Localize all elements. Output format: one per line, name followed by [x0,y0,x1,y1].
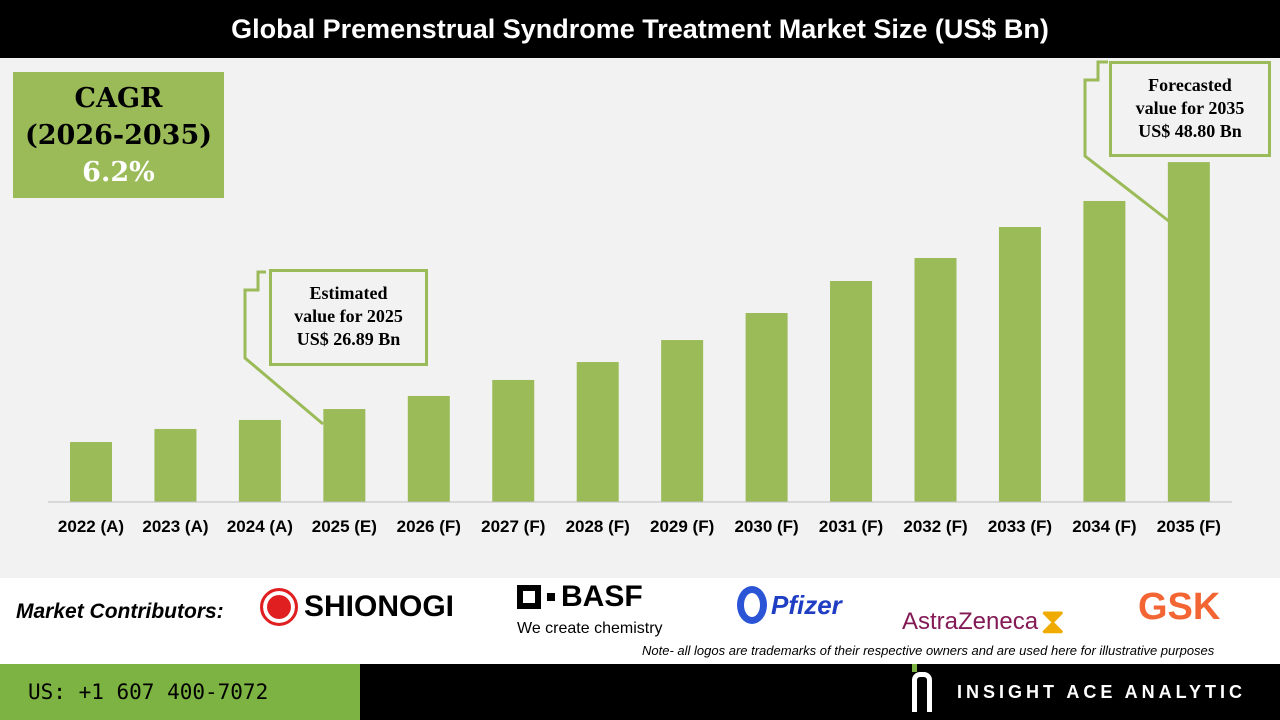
footer-brand-bar: INSIGHT ACE ANALYTIC [360,664,1280,720]
contributors-section: Market Contributors: SHIONOGI BASF We cr… [0,578,1280,664]
chart-title: Global Premenstrual Syndrome Treatment M… [0,0,1280,58]
astrazeneca-mark-icon: ⧗ [1040,600,1066,641]
x-tick-label: 2023 (A) [142,517,208,536]
estimated-callout-connector [243,270,324,426]
pfizer-logo: Pfizer [737,586,842,624]
bar-2027 (F) [492,379,535,502]
astrazeneca-logo: AstraZeneca ⧗ [902,600,1066,641]
callout-line: value for 2025 [294,306,403,326]
gsk-logo: GSK [1138,586,1221,628]
phone-number[interactable]: US: +1 607 400-7072 [0,664,360,720]
logo-accent-icon [912,664,917,672]
bar-2028 (F) [576,362,619,502]
cagr-box: CAGR (2026-2035) 6.2% [13,72,224,198]
bar-2030 (F) [745,313,788,502]
x-tick-label: 2028 (F) [566,517,630,536]
trademark-note: Note- all logos are trademarks of their … [642,643,1215,658]
forecasted-callout: Forecasted value for 2035 US$ 48.80 Bn [1109,61,1271,157]
x-tick-label: 2030 (F) [734,517,798,536]
forecasted-callout-connector [1083,60,1171,224]
x-tick-label: 2035 (F) [1157,517,1221,536]
callout-line: US$ 48.80 Bn [1138,121,1242,141]
x-tick-label: 2034 (F) [1072,517,1136,536]
bar-2026 (F) [407,395,450,502]
callout-line: Forecasted [1148,75,1232,95]
bar-2024 (A) [238,419,281,502]
callout-line: value for 2035 [1135,98,1245,118]
insight-ace-logo-icon [912,672,932,712]
bar-2032 (F) [914,258,957,502]
callout-line: US$ 26.89 Bn [296,329,401,349]
x-tick-label: 2029 (F) [650,517,714,536]
cagr-value: 6.2% [82,157,155,188]
bar-2031 (F) [830,280,873,502]
estimated-callout: Estimated value for 2025 US$ 26.89 Bn [269,269,428,366]
bar-2033 (F) [998,227,1041,502]
bar-2035 (F) [1167,162,1210,502]
bar-2034 (F) [1083,200,1126,502]
cagr-period: (2026-2035) [24,120,213,151]
x-tick-label: 2026 (F) [397,517,461,536]
x-tick-label: 2022 (A) [58,517,124,536]
bar-2023 (A) [154,428,197,502]
bar-2025 (E) [323,409,366,502]
bar-2029 (F) [661,340,704,502]
x-tick-label: 2031 (F) [819,517,883,536]
basf-mark-icon [517,585,541,609]
bar-chart: 2022 (A) 2023 (A) 2024 (A) 2025 (E) 2026 (F)… [48,60,1232,536]
cagr-label: CAGR [74,83,163,114]
contributors-label: Market Contributors: [16,600,224,623]
pfizer-mark-icon [737,586,767,624]
brand-name: INSIGHT ACE ANALYTIC [956,682,1246,702]
x-tick-label: 2024 (A) [227,517,293,536]
shionogi-logo: SHIONOGI [260,588,454,626]
shionogi-mark-icon [260,588,298,626]
x-tick-label: 2032 (F) [903,517,967,536]
x-tick-label: 2033 (F) [988,517,1052,536]
x-tick-label: 2027 (F) [481,517,545,536]
bar-2022 (A) [70,442,112,502]
callout-line: Estimated [309,283,388,303]
basf-logo: BASF We create chemistry [517,580,663,637]
x-tick-label: 2025 (E) [312,517,377,536]
